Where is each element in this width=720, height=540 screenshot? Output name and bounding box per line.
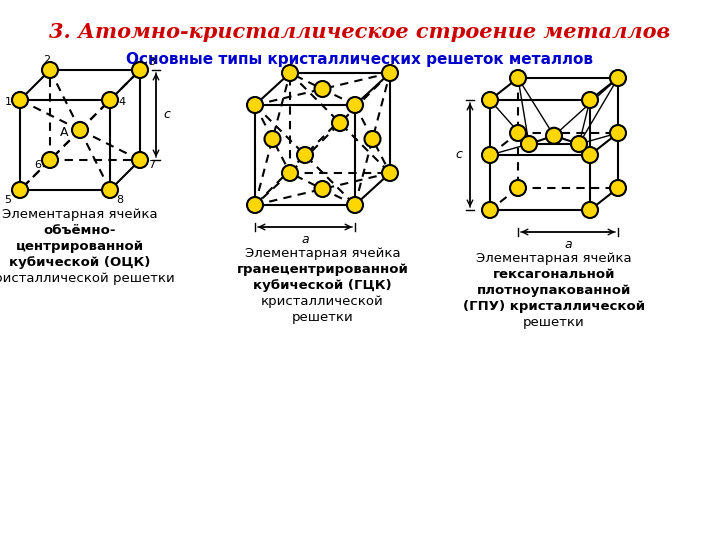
Text: Основные типы кристаллических решеток металлов: Основные типы кристаллических решеток ме… <box>127 52 593 67</box>
Circle shape <box>546 128 562 144</box>
Text: 3. Атомно-кристаллическое строение металлов: 3. Атомно-кристаллическое строение метал… <box>50 22 670 42</box>
Text: центрированной: центрированной <box>16 240 144 253</box>
Circle shape <box>347 97 363 113</box>
Circle shape <box>102 182 118 198</box>
Circle shape <box>12 182 28 198</box>
Text: Элементарная ячейка: Элементарная ячейка <box>2 208 158 221</box>
Text: кубической (ГЦК): кубической (ГЦК) <box>253 279 392 292</box>
Text: кристаллической решетки: кристаллической решетки <box>0 272 174 285</box>
Text: a: a <box>564 238 572 251</box>
Circle shape <box>282 165 298 181</box>
Circle shape <box>102 92 118 108</box>
Text: 8: 8 <box>117 195 124 205</box>
Circle shape <box>132 62 148 78</box>
Circle shape <box>610 125 626 141</box>
Text: 3: 3 <box>148 57 156 67</box>
Text: кристаллической: кристаллической <box>261 295 384 308</box>
Circle shape <box>132 152 148 168</box>
Circle shape <box>482 202 498 218</box>
Text: Элементарная ячейка: Элементарная ячейка <box>245 247 400 260</box>
Text: объёмно-: объёмно- <box>44 224 116 237</box>
Text: c: c <box>455 148 462 161</box>
Circle shape <box>510 125 526 141</box>
Circle shape <box>42 62 58 78</box>
Circle shape <box>510 70 526 86</box>
Circle shape <box>42 152 58 168</box>
Text: 6: 6 <box>35 160 42 170</box>
Circle shape <box>297 147 313 163</box>
Text: решетки: решетки <box>523 316 585 329</box>
Text: a: a <box>301 233 309 246</box>
Text: 5: 5 <box>4 195 12 205</box>
Circle shape <box>571 136 587 152</box>
Circle shape <box>332 115 348 131</box>
Circle shape <box>510 180 526 196</box>
Text: c: c <box>163 109 170 122</box>
Circle shape <box>12 92 28 108</box>
Circle shape <box>382 65 398 81</box>
Text: Элементарная ячейка: Элементарная ячейка <box>476 252 632 265</box>
Text: 1: 1 <box>4 97 12 107</box>
Circle shape <box>315 181 330 197</box>
Circle shape <box>347 197 363 213</box>
Text: решетки: решетки <box>292 311 354 324</box>
Circle shape <box>610 70 626 86</box>
Text: A: A <box>60 125 68 138</box>
Text: плотноупакованной: плотноупакованной <box>477 284 631 297</box>
Circle shape <box>247 197 263 213</box>
Circle shape <box>382 165 398 181</box>
Circle shape <box>610 180 626 196</box>
Circle shape <box>72 122 88 138</box>
Circle shape <box>315 81 330 97</box>
Text: 2: 2 <box>43 55 50 65</box>
Circle shape <box>582 147 598 163</box>
Text: 4: 4 <box>118 97 125 107</box>
Circle shape <box>582 202 598 218</box>
Text: кубической (ОЦК): кубической (ОЦК) <box>9 256 150 269</box>
Circle shape <box>582 92 598 108</box>
Circle shape <box>482 147 498 163</box>
Circle shape <box>264 131 281 147</box>
Text: гранецентрированной: гранецентрированной <box>237 263 408 276</box>
Circle shape <box>521 136 537 152</box>
Circle shape <box>282 65 298 81</box>
Circle shape <box>482 92 498 108</box>
Text: гексагональной: гексагональной <box>492 268 616 281</box>
Circle shape <box>247 97 263 113</box>
Circle shape <box>364 131 380 147</box>
Text: (ГПУ) кристаллической: (ГПУ) кристаллической <box>463 300 645 313</box>
Text: 7: 7 <box>148 160 156 170</box>
